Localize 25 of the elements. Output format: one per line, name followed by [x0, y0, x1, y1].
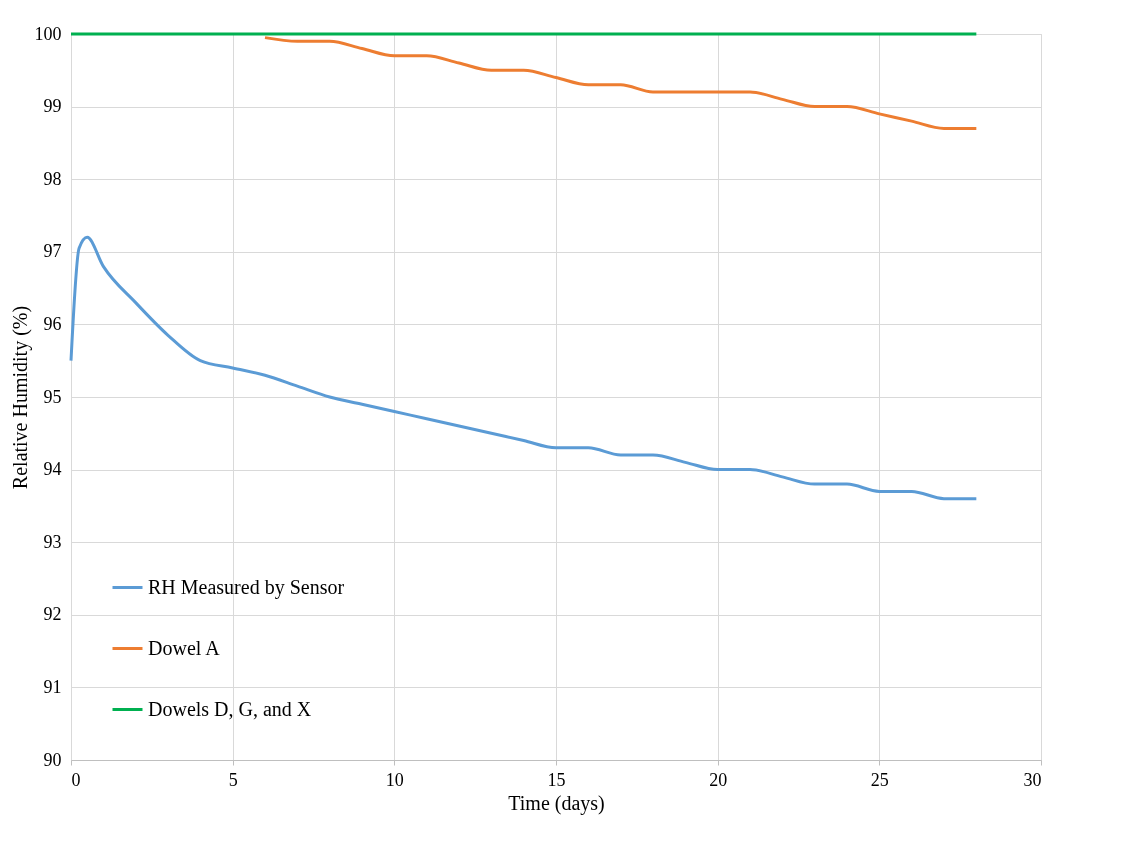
x-tick-label: 15 [547, 769, 566, 790]
y-tick-label: 91 [43, 676, 62, 697]
x-tick-label: 0 [71, 769, 81, 790]
y-tick-label: 98 [43, 168, 62, 189]
y-tick-label: 92 [43, 604, 62, 625]
legend-label: RH Measured by Sensor [148, 575, 345, 599]
legend-label: Dowels D, G, and X [148, 697, 312, 720]
x-tick-label: 30 [1023, 769, 1042, 790]
y-tick-label: 96 [43, 313, 62, 334]
x-tick-label: 10 [385, 769, 404, 790]
y-tick-label: 93 [43, 531, 62, 552]
y-tick-label: 99 [43, 96, 62, 117]
y-tick-label: 100 [34, 23, 62, 44]
x-tick-label: 25 [870, 769, 889, 790]
line-series [263, 36, 978, 130]
y-tick-label: 97 [43, 241, 62, 262]
y-tick-label: 94 [43, 459, 62, 480]
y-tick-label: 90 [43, 749, 62, 770]
x-tick-label: 20 [709, 769, 728, 790]
y-tick-label: 95 [43, 386, 62, 407]
x-tick-label: 5 [228, 769, 238, 790]
legend-label: Dowel A [148, 636, 221, 659]
line-series [69, 235, 978, 501]
y-axis-title: Relative Humidity (%) [8, 305, 32, 490]
x-axis-title: Time (days) [508, 791, 605, 815]
